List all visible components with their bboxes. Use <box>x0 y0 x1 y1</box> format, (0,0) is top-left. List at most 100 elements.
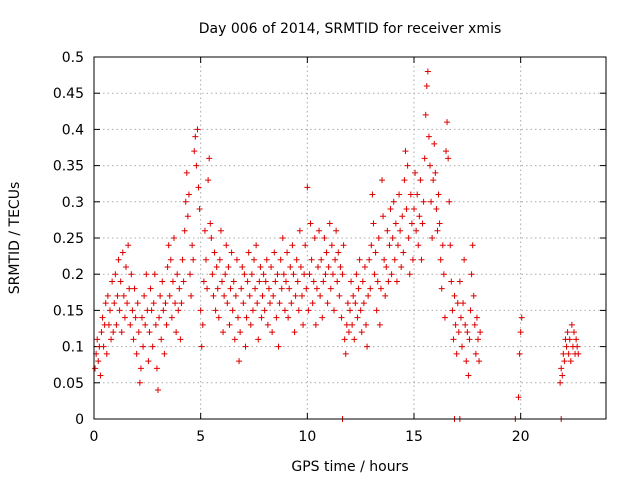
data-point <box>215 314 222 321</box>
data-point <box>466 336 473 343</box>
y-axis-label: SRMTID / TECUs <box>7 182 23 295</box>
data-point <box>384 227 391 234</box>
data-point <box>437 256 444 263</box>
data-point <box>557 379 564 386</box>
data-point <box>468 271 475 278</box>
data-point <box>230 278 237 285</box>
data-point <box>336 292 343 299</box>
data-point <box>262 278 269 285</box>
data-point <box>403 206 410 213</box>
data-point <box>433 206 440 213</box>
data-point <box>331 307 337 314</box>
data-point <box>350 292 357 299</box>
data-point <box>332 256 339 263</box>
data-point <box>177 336 184 343</box>
data-point <box>455 329 462 336</box>
y-tick-label: 0 <box>75 412 84 428</box>
data-point <box>123 263 129 270</box>
y-tick-label: 0.05 <box>53 376 84 392</box>
data-point <box>182 198 189 205</box>
data-point <box>370 220 377 227</box>
data-point <box>188 292 195 299</box>
data-point <box>292 292 299 299</box>
data-point <box>463 358 470 365</box>
data-point <box>351 336 358 343</box>
data-point <box>299 292 305 299</box>
data-point <box>321 235 328 241</box>
plot-frame <box>93 56 607 420</box>
data-point <box>142 321 149 328</box>
data-point <box>260 271 267 278</box>
data-point <box>161 350 168 357</box>
data-point <box>178 300 185 307</box>
data-point <box>235 314 241 321</box>
data-point <box>340 242 347 249</box>
data-point <box>255 336 262 343</box>
data-point <box>278 285 285 292</box>
data-point <box>241 271 248 278</box>
data-point <box>456 278 463 285</box>
data-point <box>267 300 273 307</box>
data-point <box>274 271 281 278</box>
data-point <box>388 271 395 278</box>
data-point <box>176 285 183 292</box>
data-point <box>268 263 275 270</box>
data-point <box>302 242 309 249</box>
data-point <box>164 263 171 270</box>
data-point <box>333 227 340 234</box>
data-point <box>208 235 215 241</box>
data-point <box>338 314 345 321</box>
data-point <box>92 365 99 372</box>
data-point <box>300 321 307 328</box>
data-point <box>133 350 140 357</box>
data-point <box>128 271 135 278</box>
data-point <box>273 314 280 321</box>
data-point <box>477 329 484 336</box>
data-point <box>163 321 170 328</box>
data-point <box>515 394 522 401</box>
data-point <box>352 300 359 307</box>
data-point <box>212 307 219 314</box>
data-point <box>108 336 115 343</box>
data-point <box>248 271 255 278</box>
data-point <box>366 256 373 263</box>
data-point <box>359 278 366 285</box>
data-point <box>305 307 312 314</box>
data-point <box>324 300 331 307</box>
data-point <box>220 329 227 336</box>
data-point <box>575 350 582 357</box>
data-point <box>326 220 333 227</box>
data-point <box>265 285 272 292</box>
data-point <box>574 343 581 350</box>
data-point <box>166 292 173 299</box>
data-point <box>380 213 387 220</box>
data-point <box>412 169 419 176</box>
data-point <box>316 227 323 234</box>
data-point <box>304 184 311 191</box>
data-point <box>238 285 245 292</box>
data-point <box>152 321 159 328</box>
data-point <box>449 307 456 314</box>
data-point <box>229 307 236 314</box>
chart-title: Day 006 of 2014, SRMTID for receiver xmi… <box>199 21 502 37</box>
data-point <box>357 307 364 314</box>
data-point <box>313 285 320 292</box>
data-point <box>222 271 229 278</box>
axis-ticks: 0 5 10 15 20 0 0.05 0.1 0.15 0.2 0.25 0.3 0.35 0.4 0.4… <box>53 50 606 445</box>
data-point <box>100 343 107 350</box>
grid-lines <box>94 57 606 419</box>
data-point <box>319 314 326 321</box>
data-point <box>424 68 431 75</box>
data-point <box>119 249 126 256</box>
data-point <box>563 343 570 350</box>
data-point <box>111 300 118 307</box>
data-point <box>416 213 423 220</box>
data-point <box>367 285 374 292</box>
data-point <box>112 271 119 278</box>
data-point <box>174 271 181 278</box>
data-point <box>441 314 448 321</box>
data-point <box>435 191 442 198</box>
data-point <box>156 314 163 321</box>
data-point <box>198 343 205 350</box>
data-point <box>431 140 438 147</box>
